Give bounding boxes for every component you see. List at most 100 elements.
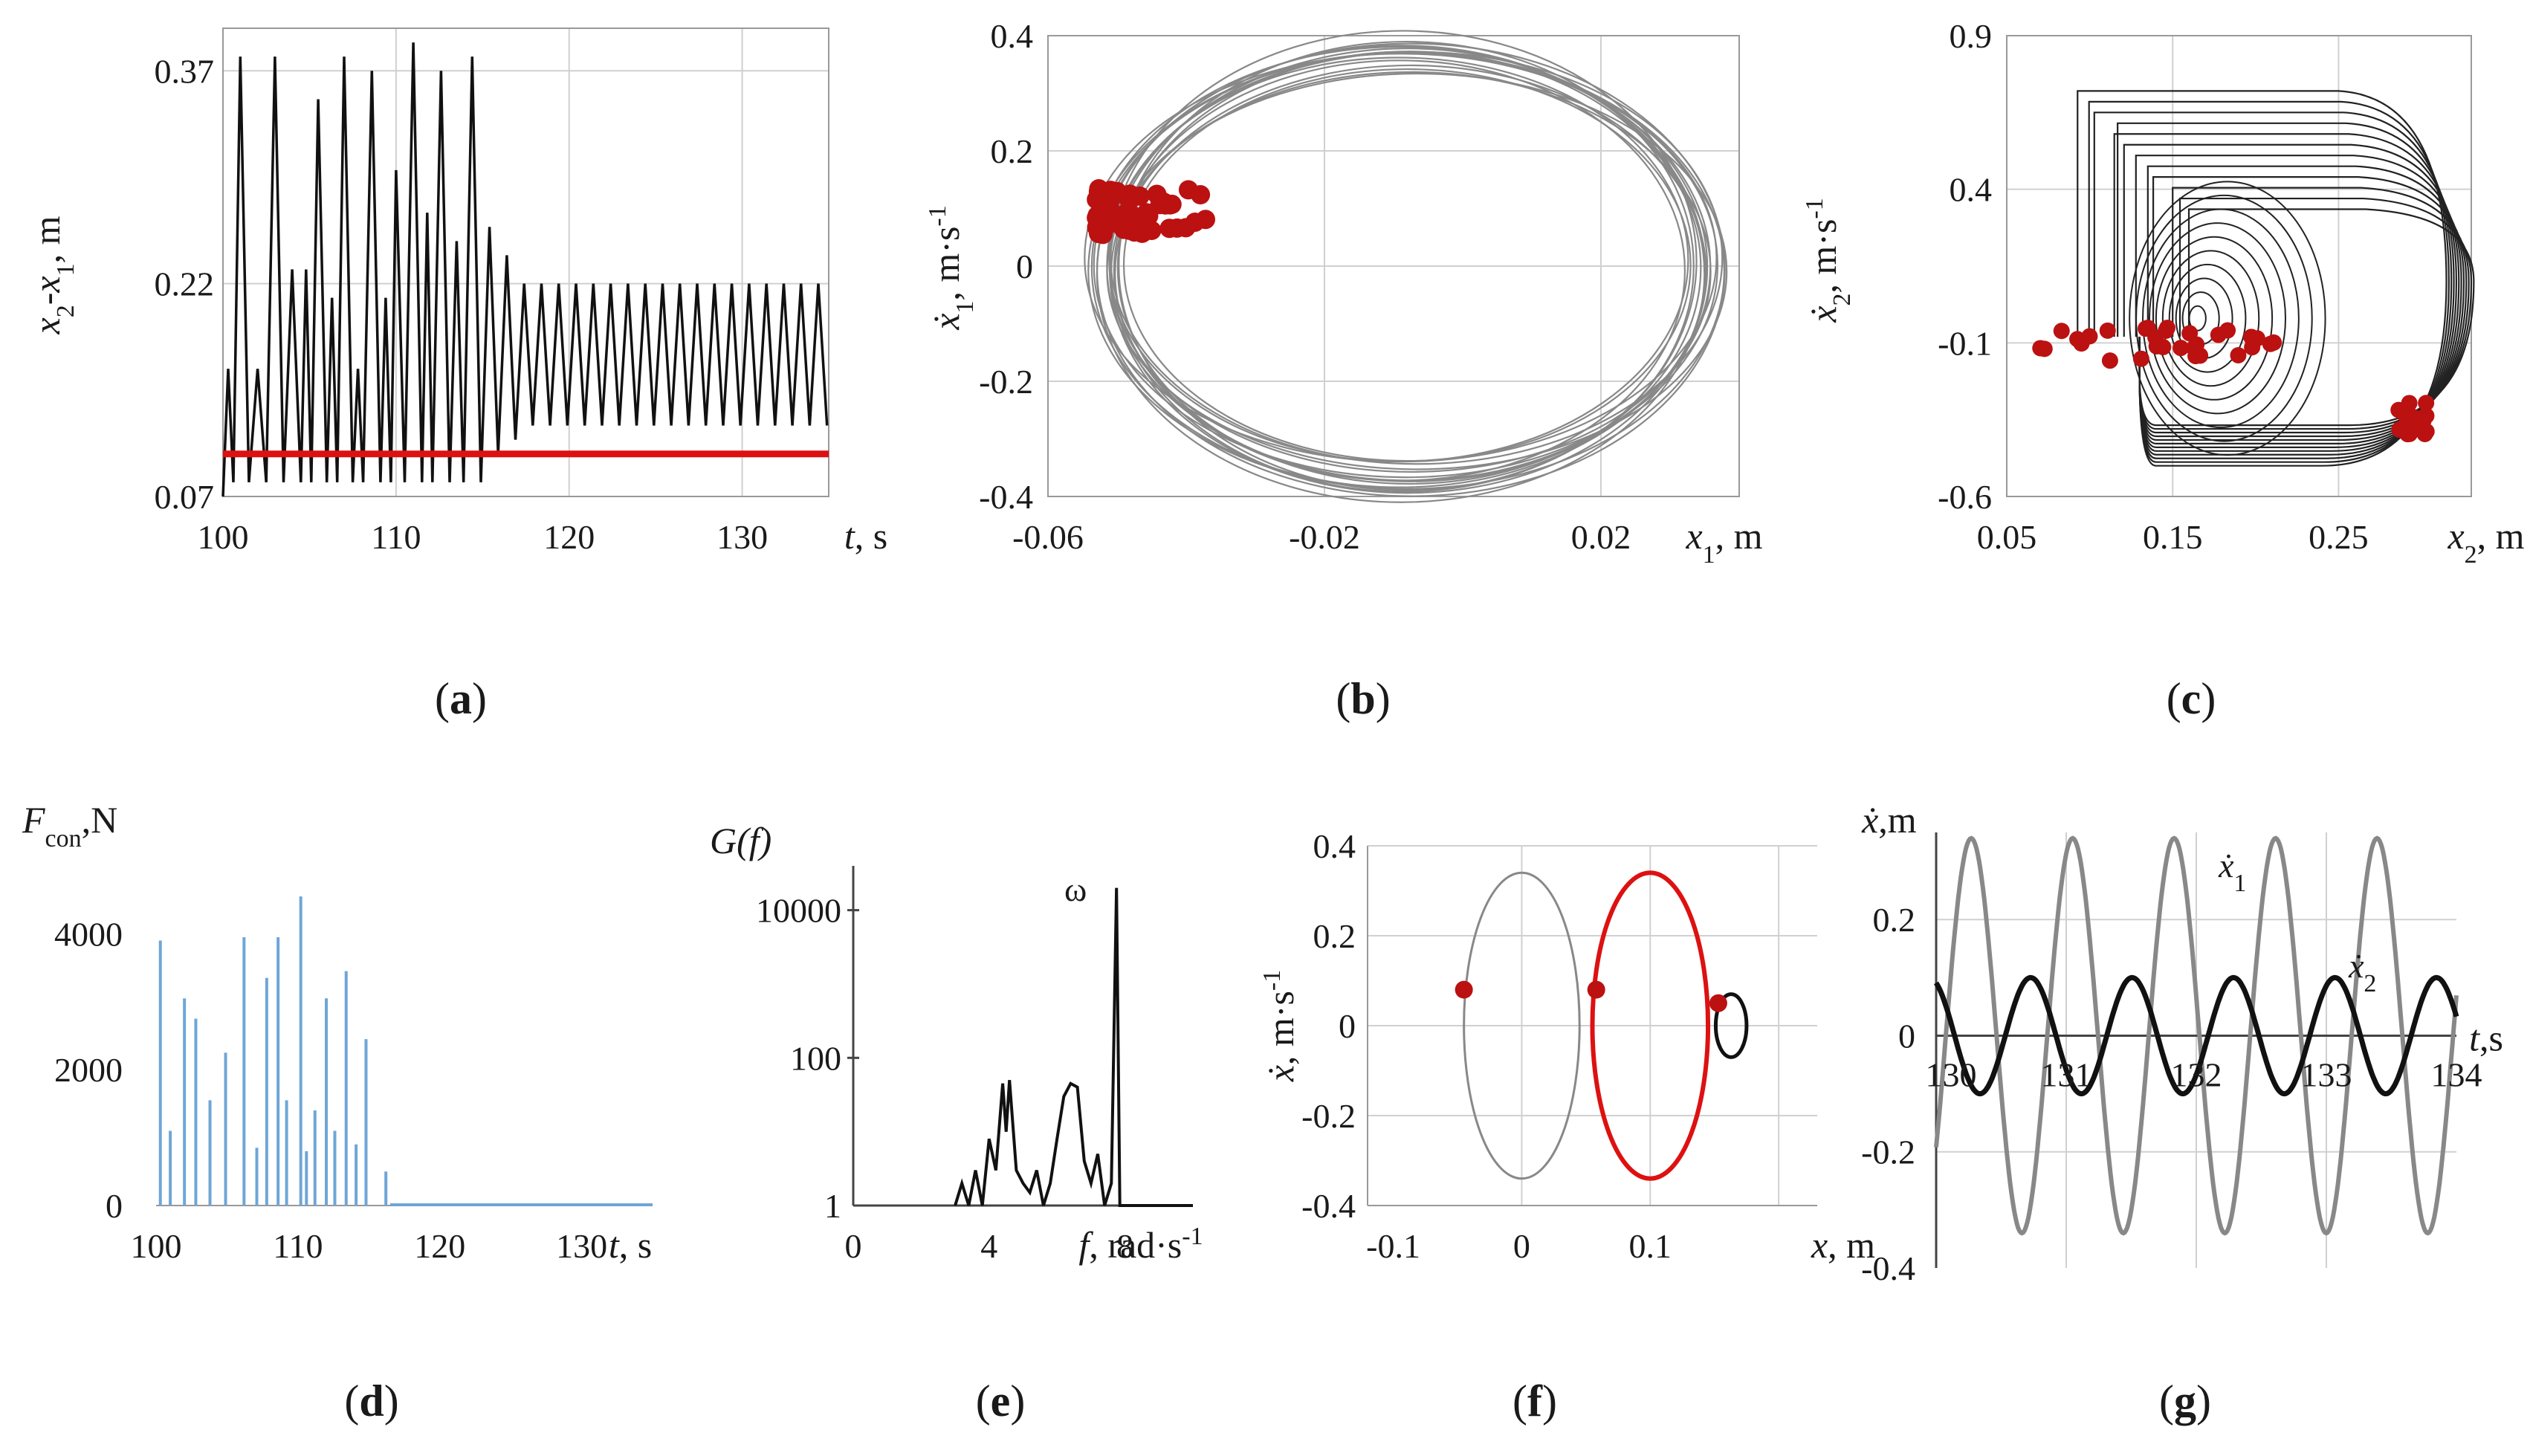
trajectory-curve xyxy=(2123,143,2460,448)
y-axis-label: ẋ2, m·s-1 xyxy=(1801,198,1856,323)
caption-g: (g) xyxy=(2159,1376,2211,1426)
x-axis-label: t, s xyxy=(609,1224,652,1266)
y-tick-label: 0.2 xyxy=(1313,917,1356,955)
x-tick-label: 134 xyxy=(2431,1055,2482,1093)
caption-d: (d) xyxy=(344,1376,398,1426)
chart-a: (a) 100 110 120 130 0.07 0.22 0.37 t, s x2-x1, m xyxy=(26,27,887,723)
caption-b: (b) xyxy=(1336,674,1390,723)
y-tick-label: 100 xyxy=(790,1039,841,1077)
trajectory-curve xyxy=(2113,133,2458,452)
x-tick-label: 0.05 xyxy=(1977,518,2037,556)
x-tick-label: 4 xyxy=(980,1227,997,1265)
poincare-point xyxy=(2192,347,2209,364)
plot-frame xyxy=(2006,35,2472,497)
y-tick-label: 0.9 xyxy=(1950,17,1993,55)
x-tick-label: -0.06 xyxy=(1012,518,1084,556)
trajectory-curve xyxy=(2138,165,2465,441)
trajectory-curve xyxy=(2088,100,2450,463)
trajectory-curve xyxy=(2077,90,2448,467)
poincare-point xyxy=(2399,418,2416,436)
y-tick-label: -0.2 xyxy=(1861,1133,1915,1171)
x-tick-label: 0 xyxy=(1513,1227,1530,1265)
y-tick-label: -0.4 xyxy=(1301,1187,1356,1225)
orbit-curve xyxy=(1106,72,1728,470)
y-tick-label: -0.6 xyxy=(1938,478,1992,516)
poincare-point xyxy=(1142,221,1162,241)
y-tick-label: 0.2 xyxy=(991,132,1034,170)
spiral-curve xyxy=(2188,305,2207,331)
poincare-point xyxy=(2158,320,2175,337)
poincare-point xyxy=(1191,185,1211,205)
poincare-point xyxy=(1455,980,1473,999)
y-axis-label: Fcon,N xyxy=(22,799,117,852)
x-tick-label: 110 xyxy=(371,518,421,556)
x-tick-label: 120 xyxy=(543,518,595,556)
spiral-curve xyxy=(2142,208,2300,428)
x-tick-label: 120 xyxy=(414,1227,465,1265)
orbit-curve xyxy=(1084,53,1718,463)
x-tick-label: 0.1 xyxy=(1629,1227,1672,1265)
x-tick-label: 0.02 xyxy=(1571,518,1631,556)
poincare-point xyxy=(2401,395,2418,412)
y-axis-label: x2-x1, m xyxy=(26,216,80,334)
y-axis-label: G(f) xyxy=(710,820,771,861)
x-axis-label: f, rad·s-1 xyxy=(1078,1223,1203,1266)
caption-e: (e) xyxy=(976,1376,1026,1426)
plot-frame xyxy=(222,27,829,497)
orbit-curve xyxy=(1087,51,1725,490)
poincare-point xyxy=(1122,205,1142,225)
poincare-point xyxy=(2099,322,2116,339)
caption-c: (c) xyxy=(2167,674,2216,723)
orbit-curve xyxy=(1114,64,1707,482)
x-axis-label: x1, m xyxy=(1685,515,1762,569)
y-tick-label: 0.37 xyxy=(155,52,215,90)
x-tick-label: 0.25 xyxy=(2309,518,2369,556)
poincare-point xyxy=(1087,190,1107,210)
trajectory-curve xyxy=(2138,187,2470,434)
orbit-curve xyxy=(1110,51,1724,465)
y-axis-label: ẋ, m·s-1 xyxy=(1258,970,1302,1083)
chart-f: (f) -0.1 0 0.1 0.4 0.2 0 -0.2 -0.4 x, m ẋ, m·s-1 xyxy=(1258,827,1876,1426)
velocity-series-2 xyxy=(1933,974,2459,1097)
x-axis-label: x2, m xyxy=(2447,515,2524,569)
poincare-point xyxy=(2418,395,2435,412)
trajectory-curve xyxy=(2117,122,2455,456)
spiral-curve xyxy=(2161,250,2260,387)
y-axis-label: ẋ1, m·s-1 xyxy=(924,205,979,331)
y-axis-label: ẋ,m xyxy=(1861,799,1917,841)
phase-ellipse xyxy=(1463,871,1581,1180)
omega-annotation: ω xyxy=(1064,870,1087,908)
x-tick-label: 110 xyxy=(273,1227,323,1265)
y-tick-label: 4000 xyxy=(54,915,123,953)
y-tick-label: 0.22 xyxy=(155,265,215,303)
x-axis-label: t, s xyxy=(844,515,887,557)
poincare-point xyxy=(2230,347,2247,364)
y-tick-label: -0.2 xyxy=(1301,1097,1356,1135)
y-tick-label: 0 xyxy=(1016,247,1033,285)
x-tick-label: 100 xyxy=(198,518,249,556)
x-axis-label: t,s xyxy=(2469,1017,2503,1058)
chart-d: (d) 100 110 120 130 0 2000 4000 t, s Fcon,N xyxy=(22,799,653,1426)
trajectory-curve xyxy=(2138,176,2468,438)
y-tick-label: 1 xyxy=(824,1187,841,1225)
orbit-curve xyxy=(1122,68,1692,462)
y-tick-label: -0.4 xyxy=(979,478,1033,516)
x-tick-label: 132 xyxy=(2171,1055,2222,1093)
series-line-0 xyxy=(221,42,829,497)
trajectory-curve xyxy=(2138,208,2475,427)
y-tick-label: 0.4 xyxy=(991,17,1034,55)
chart-c: (c) 0.05 0.15 0.25 0.9 0.4 -0.1 -0.6 x2, m ẋ2, m·… xyxy=(1801,17,2525,723)
orbit-curve xyxy=(1118,40,1695,491)
poincare-point xyxy=(2081,328,2098,345)
poincare-point xyxy=(2053,323,2070,340)
velocity-series-1 xyxy=(1934,835,2459,1236)
x-axis-label: x, m xyxy=(1811,1224,1875,1266)
spiral-curve xyxy=(2168,263,2247,373)
y-tick-label: 0.4 xyxy=(1313,827,1356,865)
poincare-point xyxy=(2415,412,2432,430)
trajectory-curve xyxy=(2093,111,2453,459)
poincare-point xyxy=(1107,181,1127,201)
poincare-point xyxy=(2242,329,2259,346)
